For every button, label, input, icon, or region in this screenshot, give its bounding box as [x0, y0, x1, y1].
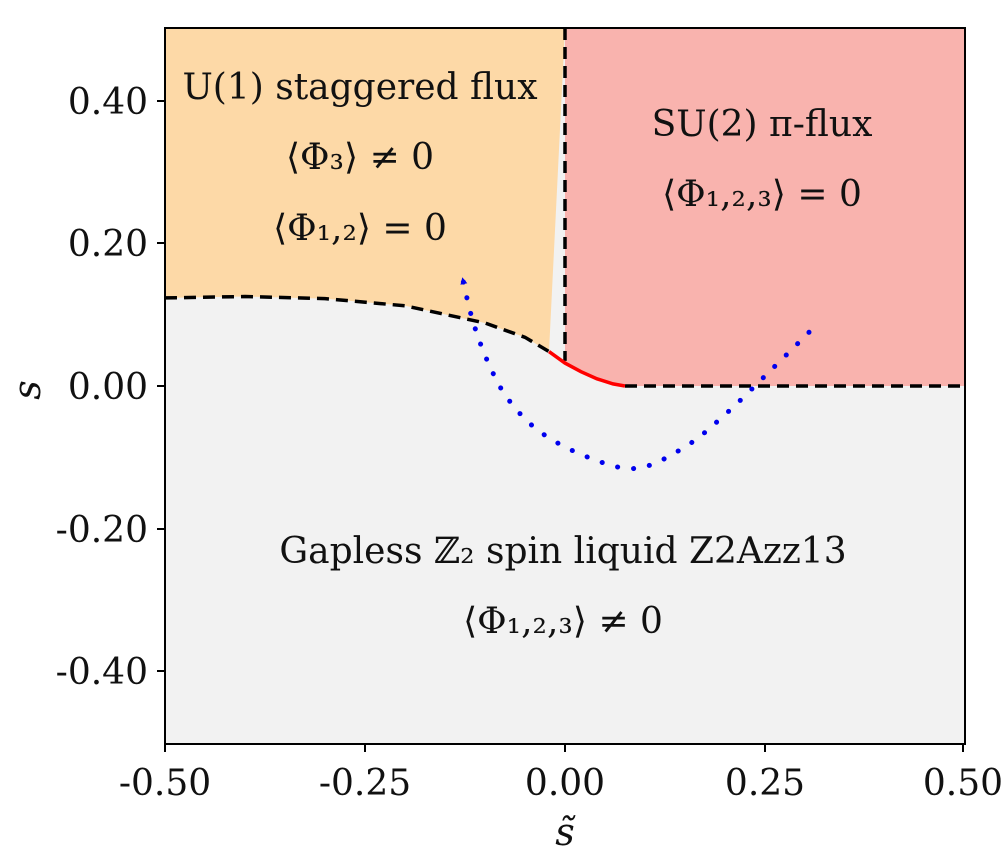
- su2-pi-flux-region: [565, 28, 965, 386]
- y-tick-label: 0.20: [68, 224, 148, 265]
- y-tick-label: -0.40: [56, 652, 148, 693]
- y-tick-label: -0.20: [56, 510, 148, 551]
- su2-region-label: SU(2) π-flux: [652, 104, 873, 145]
- u1-z2-phase-boundary: [165, 294, 550, 354]
- x-axis-title: s̃: [555, 810, 575, 854]
- su2-region-phi-label: ⟨Φ₁,₂,₃⟩ = 0: [662, 174, 862, 215]
- x-tick-label: 0.50: [923, 763, 1003, 804]
- u1-region-phi12-label: ⟨Φ₁,₂⟩ = 0: [273, 208, 447, 249]
- u1-region-label: U(1) staggered flux: [182, 67, 537, 108]
- first-order-transition-line: [547, 350, 626, 388]
- parameter-path-dotted-arrow: [460, 276, 812, 472]
- y-axis-title: s: [5, 380, 49, 400]
- z2-region-phi-label: ⟨Φ₁,₂,₃⟩ ≠ 0: [463, 601, 663, 642]
- u1-region-phi3-label: ⟨Φ₃⟩ ≠ 0: [286, 137, 434, 178]
- x-tick-label: 0.25: [725, 763, 805, 804]
- z2-region-label: Gapless ℤ₂ spin liquid Z2Azz13: [279, 531, 846, 572]
- x-tick-label: 0.00: [525, 763, 605, 804]
- x-tick-label: -0.50: [119, 763, 211, 804]
- y-tick-label: 0.40: [68, 82, 148, 123]
- x-tick-label: -0.25: [319, 763, 411, 804]
- y-tick-label: 0.00: [68, 367, 148, 408]
